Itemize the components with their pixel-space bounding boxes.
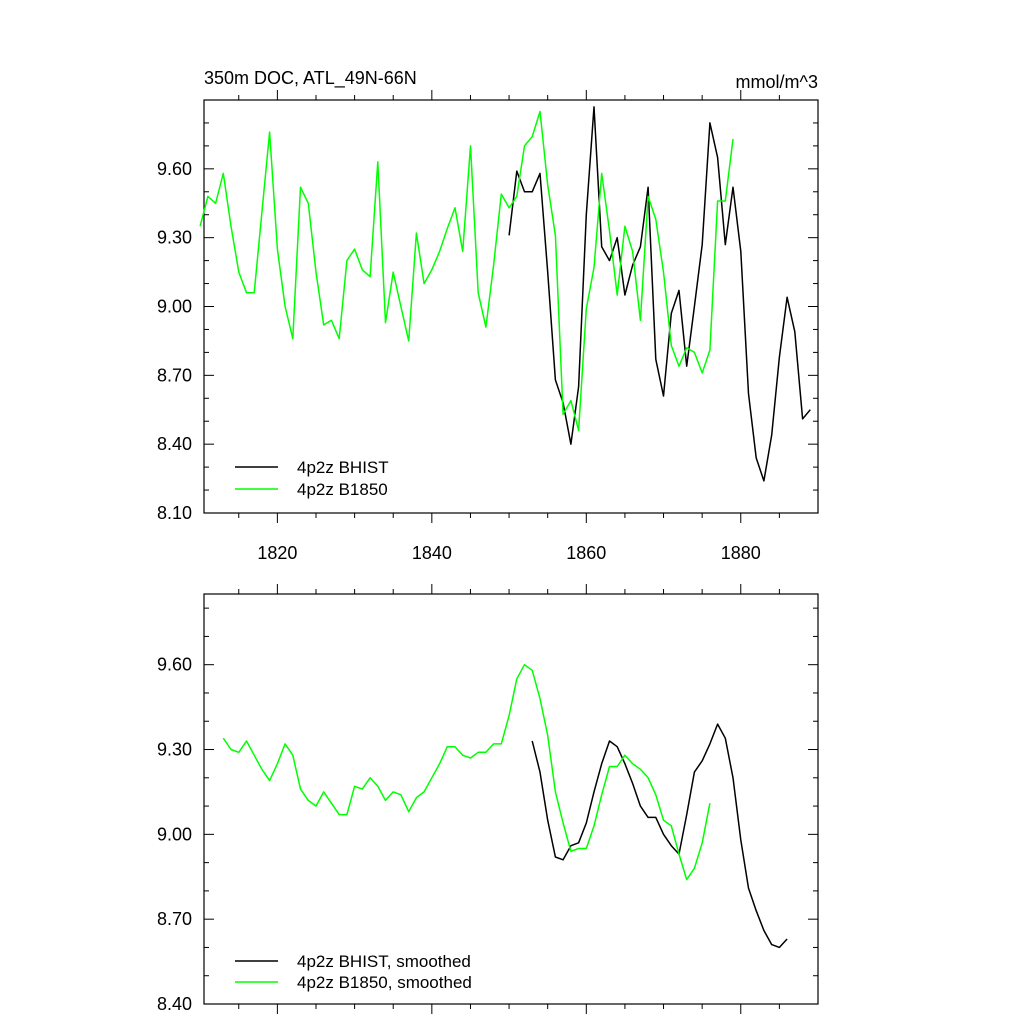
series-line-b1850 bbox=[222, 663, 711, 881]
series-line-bhist bbox=[508, 106, 811, 482]
series-line-b1850 bbox=[199, 110, 734, 432]
chart-title: 350m DOC, ATL_49N-66N bbox=[204, 68, 417, 89]
plot-frame bbox=[203, 99, 819, 514]
y-tick-label: 9.60 bbox=[157, 655, 192, 675]
x-tick-label: 1820 bbox=[257, 543, 297, 563]
y-tick-label: 9.30 bbox=[157, 740, 192, 760]
bottom-panel: 8.40 8.70 9.00 9.30 9.60 4p2z BHIST, smoothed… bbox=[157, 584, 819, 1014]
plot-frame bbox=[203, 593, 819, 1005]
legend-label: 4p2z B1850 bbox=[297, 480, 388, 499]
y-tick-label: 8.70 bbox=[157, 909, 192, 929]
y-tick-label: 9.30 bbox=[157, 228, 192, 248]
y-tick-label: 8.10 bbox=[157, 503, 192, 523]
y-tick-label: 9.60 bbox=[157, 159, 192, 179]
series-line-bhist bbox=[531, 723, 788, 949]
legend-label: 4p2z BHIST bbox=[297, 458, 389, 477]
y-tick-label: 8.40 bbox=[157, 434, 192, 454]
x-tick-label: 1880 bbox=[721, 543, 761, 563]
units-label: mmol/m^3 bbox=[736, 72, 818, 92]
top-panel: 8.10 8.40 8.70 9.00 9.30 9.60 1820 1840 1860 1880… bbox=[157, 68, 819, 563]
x-tick-label: 1860 bbox=[566, 543, 606, 563]
y-tick-label: 9.00 bbox=[157, 824, 192, 844]
y-tick-label: 9.00 bbox=[157, 297, 192, 317]
x-tick-label: 1840 bbox=[412, 543, 452, 563]
y-tick-label: 8.40 bbox=[157, 994, 192, 1014]
legend-label: 4p2z BHIST, smoothed bbox=[297, 952, 471, 971]
y-tick-label: 8.70 bbox=[157, 365, 192, 385]
legend-label: 4p2z B1850, smoothed bbox=[297, 973, 472, 992]
